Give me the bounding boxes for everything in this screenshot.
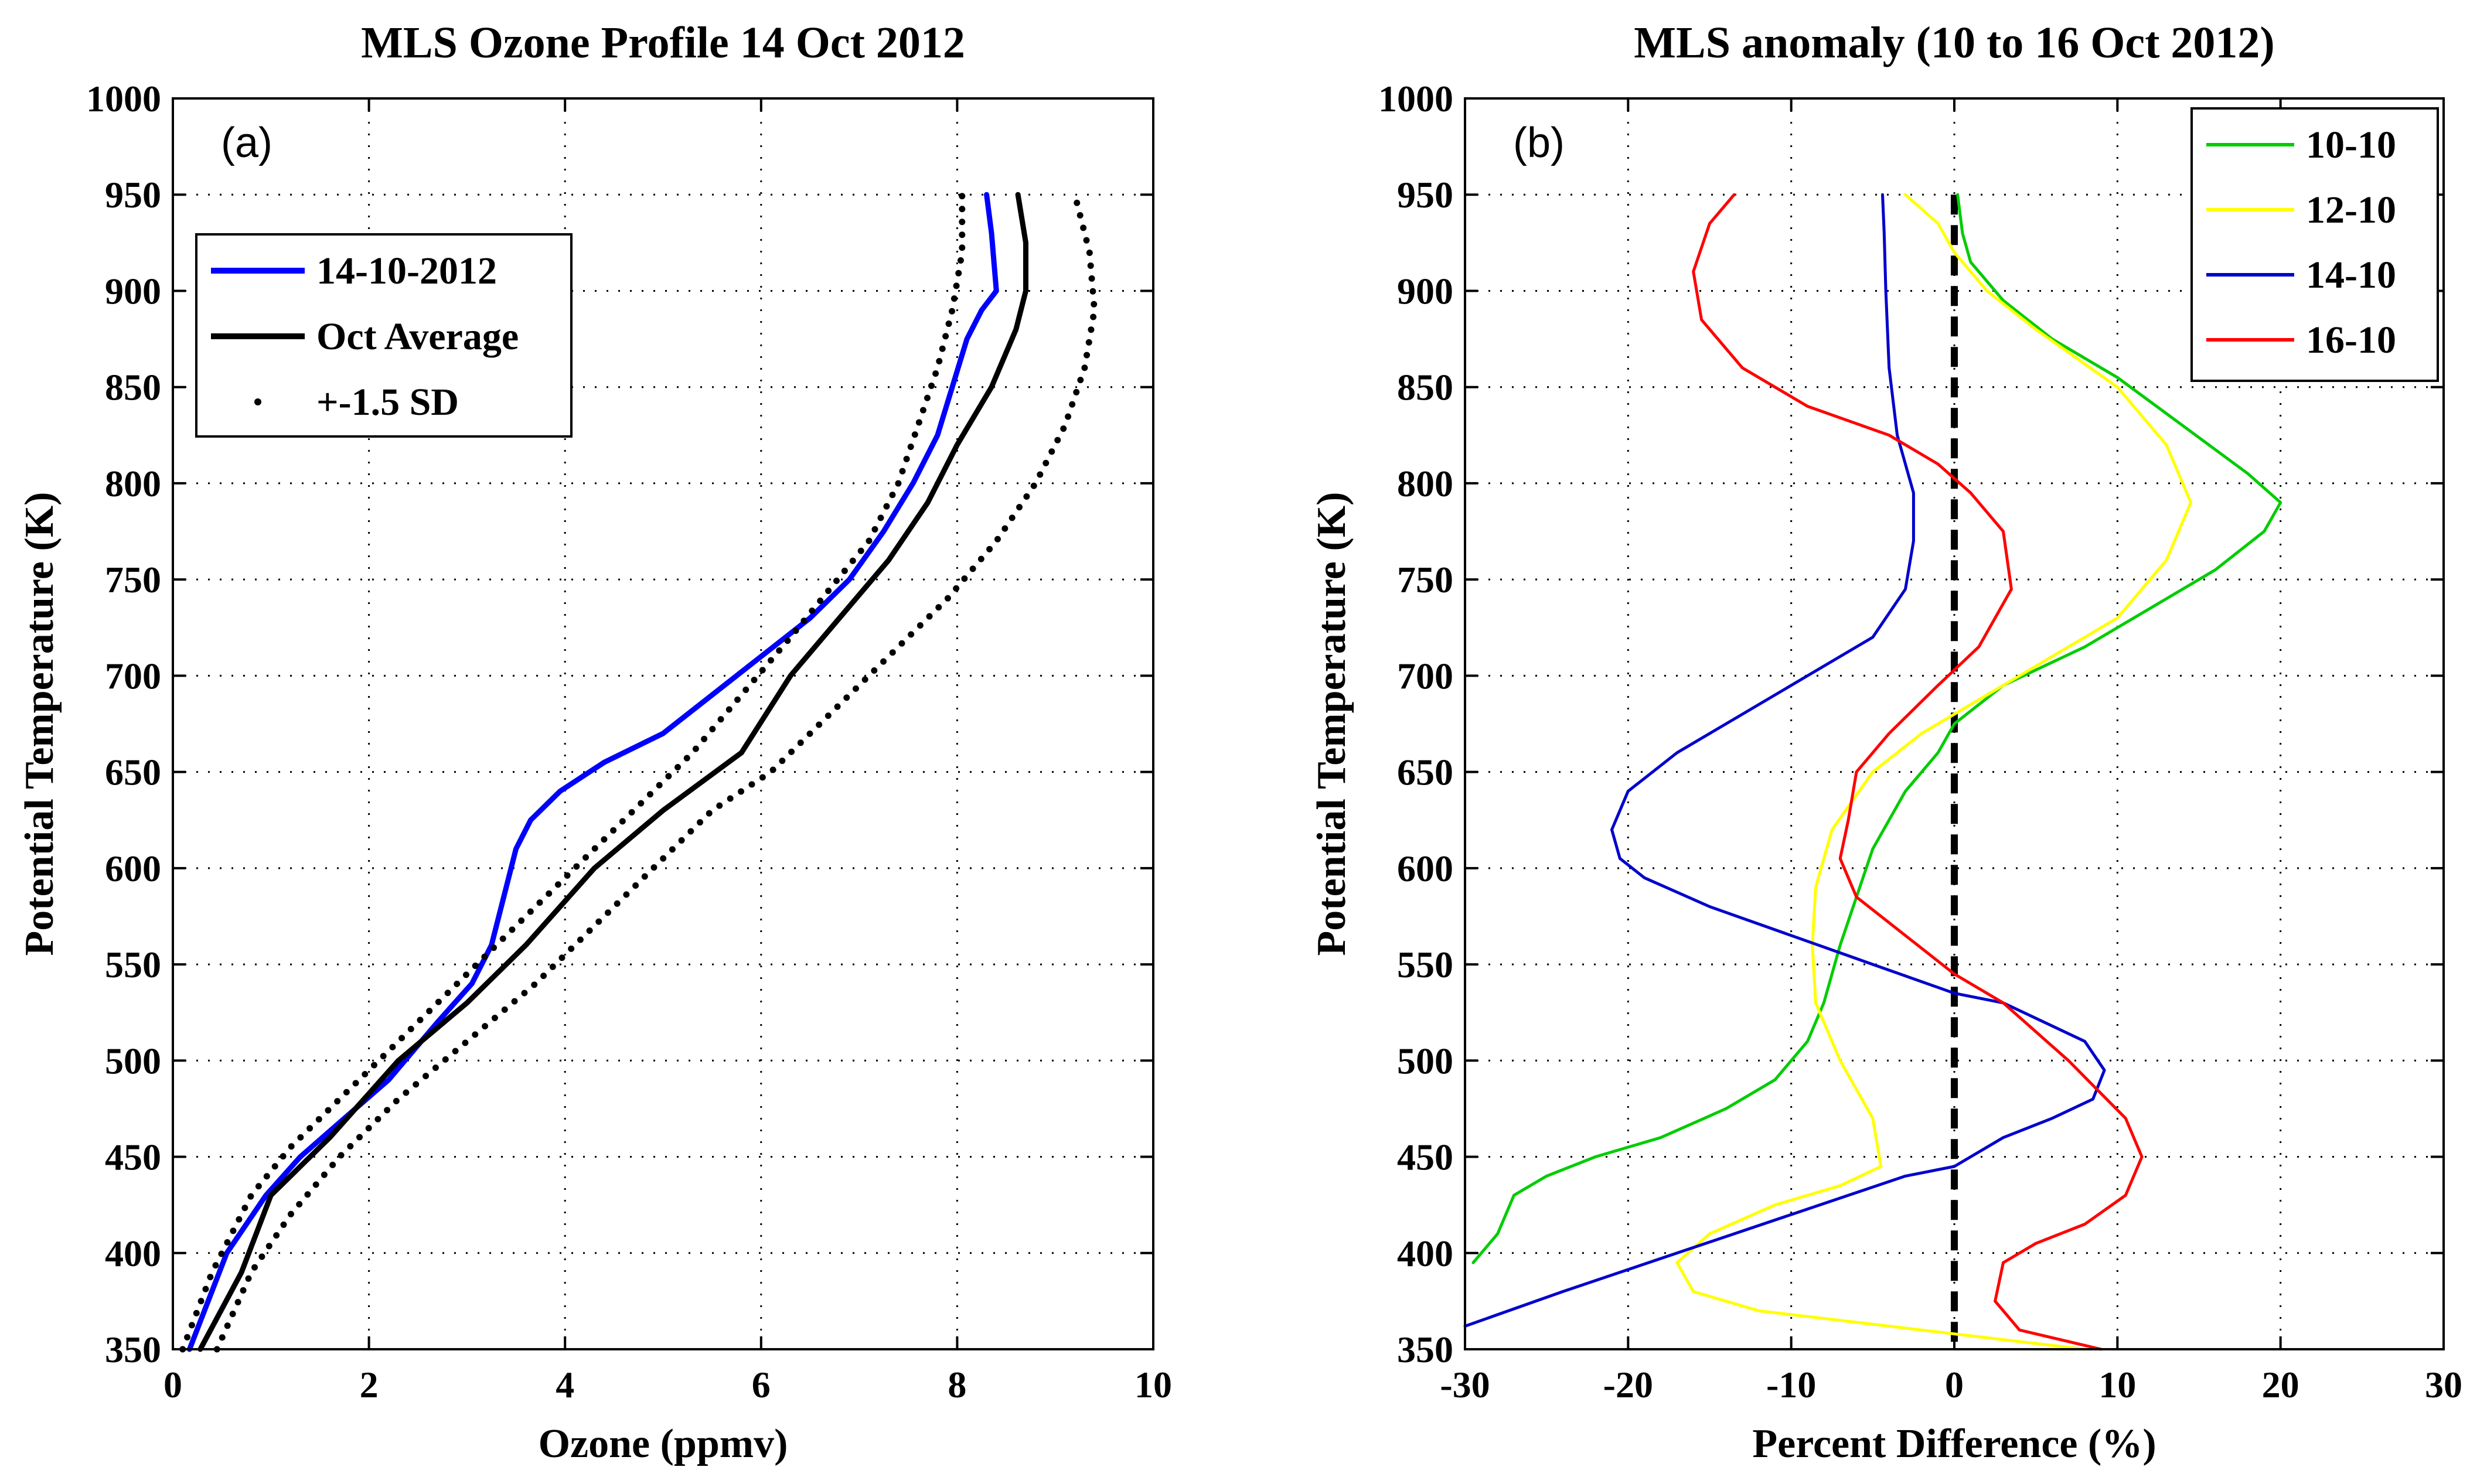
tick-label-y: 650 — [105, 752, 161, 793]
tick-label-y: 450 — [105, 1137, 161, 1178]
legend-swatch — [254, 398, 261, 405]
tick-label-x: 20 — [2262, 1364, 2299, 1405]
tick-label-x: 2 — [360, 1364, 379, 1405]
plot-frame — [172, 97, 1154, 1350]
tick-label-y: 1000 — [1378, 78, 1453, 120]
tick-label-y: 500 — [1397, 1040, 1453, 1082]
series-line-16-10 — [1692, 193, 2144, 1351]
series-line--1-5-sd-upper- — [213, 191, 1098, 1353]
tick-label-y: 350 — [105, 1329, 161, 1370]
tick-label-x: -10 — [1766, 1364, 1816, 1405]
tick-label-y: 400 — [1397, 1233, 1453, 1274]
tick-label-x: 10 — [1135, 1364, 1172, 1405]
tick-label-y: 950 — [1397, 174, 1453, 216]
tick-label-y: 700 — [1397, 655, 1453, 697]
tick-label-x: 4 — [556, 1364, 574, 1405]
tick-label-y: 600 — [1397, 848, 1453, 889]
tick-label-y: 900 — [1397, 270, 1453, 312]
panel-a: 0 2 4 6 8 10 350 400 450 500 550 600 650 700 750 800 850… — [17, 18, 1172, 1466]
tick-label-y: 600 — [105, 848, 161, 889]
tick-label-y: 850 — [1397, 367, 1453, 408]
tick-label-x: 10 — [2098, 1364, 2136, 1405]
tick-label-y: 400 — [105, 1233, 161, 1274]
tick-label-x: -20 — [1603, 1364, 1653, 1405]
tick-label-y: 450 — [1397, 1137, 1453, 1178]
series-line-12-10 — [1675, 193, 2193, 1351]
legend-label: 10-10 — [2306, 124, 2396, 166]
tick-label-x: 0 — [1945, 1364, 1964, 1405]
panel-label: (a) — [221, 120, 272, 166]
tick-label-y: 550 — [1397, 944, 1453, 985]
panel-label: (b) — [1513, 120, 1565, 166]
tick-label-y: 550 — [105, 944, 161, 985]
tick-label-y: 850 — [105, 367, 161, 408]
tick-label-x: 0 — [163, 1364, 182, 1405]
legend-box — [2190, 107, 2439, 382]
legend-label: 14-10-2012 — [316, 250, 497, 292]
chart-title: MLS Ozone Profile 14 Oct 2012 — [361, 18, 965, 67]
x-axis-label: Ozone (ppmv) — [539, 1421, 788, 1466]
series-line-oct-average — [197, 192, 1028, 1352]
tick-label-x: -30 — [1440, 1364, 1490, 1405]
tick-label-y: 800 — [1397, 463, 1453, 504]
tick-label-y: 750 — [105, 559, 161, 601]
tick-label-y: 350 — [1397, 1329, 1453, 1370]
x-axis-label: Percent Difference (%) — [1752, 1421, 2156, 1466]
tick-label-x: 30 — [2425, 1364, 2462, 1405]
tick-label-y: 750 — [1397, 559, 1453, 601]
series-line-10-10 — [1471, 193, 2282, 1264]
y-axis-label: Potential Temperature (K) — [1309, 492, 1354, 956]
tick-label-y: 650 — [1397, 752, 1453, 793]
legend-label: 12-10 — [2306, 189, 2396, 231]
panel-b: -30 -20 -10 0 10 20 30 350 400 450 500 550 600 650 700… — [1309, 18, 2462, 1466]
chart-title: MLS anomaly (10 to 16 Oct 2012) — [1634, 18, 2274, 67]
legend-label: Oct Average — [316, 315, 519, 358]
tick-label-x: 8 — [948, 1364, 966, 1405]
tick-label-y: 500 — [105, 1040, 161, 1082]
y-axis-label: Potential Temperature (K) — [17, 492, 62, 956]
tick-label-y: 800 — [105, 463, 161, 504]
tick-label-y: 900 — [105, 270, 161, 312]
series-line-14-10 — [1463, 193, 2106, 1328]
legend-label: +-1.5 SD — [316, 381, 459, 424]
tick-label-x: 6 — [752, 1364, 771, 1405]
legend: 14-10-2012 Oct Average +-1.5 SD — [195, 233, 573, 438]
tick-label-y: 700 — [105, 655, 161, 697]
tick-label-y: 1000 — [86, 78, 161, 120]
legend-label: 16-10 — [2306, 319, 2396, 361]
legend-label: 14-10 — [2306, 254, 2396, 296]
series-line--1-5-sd — [179, 191, 966, 1353]
legend: 10-10 12-10 14-10 16-10 — [2190, 107, 2439, 382]
tick-label-y: 950 — [105, 174, 161, 216]
